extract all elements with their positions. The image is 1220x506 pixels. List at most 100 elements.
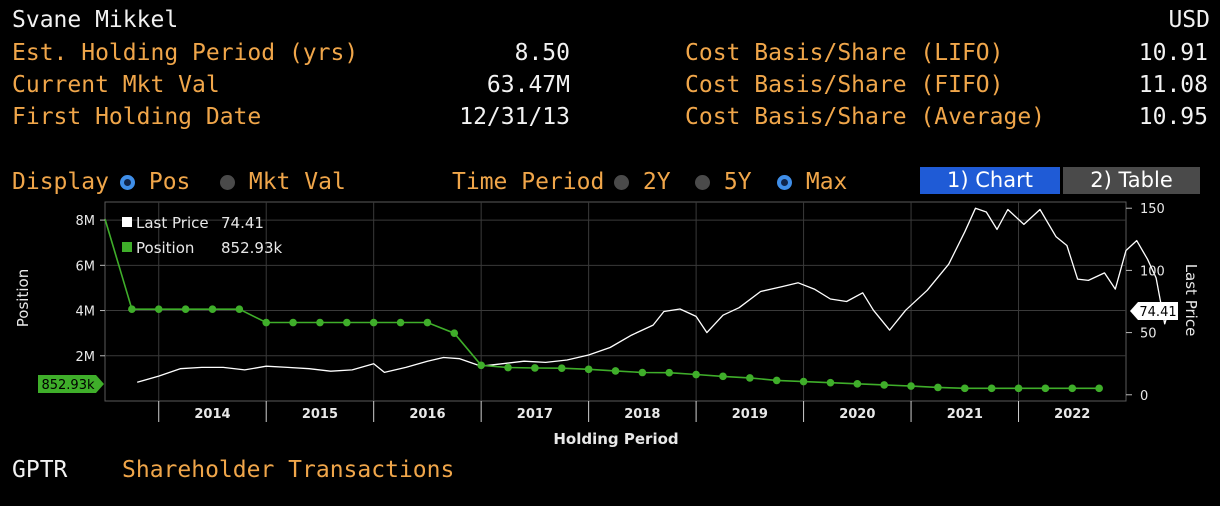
position-point (611, 367, 620, 375)
display-option-pos[interactable]: Pos (120, 169, 190, 195)
position-point (396, 318, 405, 327)
holder-name: Svane Mikkel (12, 7, 179, 33)
x-tick-label: 2018 (624, 407, 660, 422)
radio-selected-icon (120, 175, 135, 190)
position-point (262, 318, 271, 327)
position-point (557, 364, 566, 373)
position-point (477, 361, 485, 370)
position-point (746, 374, 754, 382)
current-price-tag-label: 74.41 (1139, 305, 1176, 320)
position-point (692, 370, 700, 379)
position-point (208, 305, 217, 313)
currency-label: USD (1168, 7, 1210, 33)
stat-label-lifo: Cost Basis/Share (LIFO) (685, 40, 1004, 66)
function-code: GPTR (12, 457, 68, 483)
y-right-axis-title: Last Price (1182, 264, 1200, 337)
legend-label-price: Last Price (136, 214, 209, 232)
tab-table[interactable]: 2) Table (1063, 167, 1200, 194)
stat-label-average: Cost Basis/Share (Average) (685, 104, 1046, 130)
stat-label-holding-period: Est. Holding Period (yrs) (12, 40, 359, 66)
x-tick-label: 2020 (839, 407, 875, 422)
position-point (423, 318, 432, 327)
series-line-position (104, 218, 1100, 390)
position-point (1095, 384, 1103, 393)
radio-selected-icon (777, 175, 792, 190)
x-tick-label: 2016 (409, 407, 445, 422)
position-point (799, 377, 808, 386)
position-point (719, 372, 727, 381)
stat-value-holding-period: 8.50 (514, 40, 570, 66)
x-tick-label: 2021 (947, 407, 983, 422)
position-point (1041, 384, 1050, 393)
stat-label-mkt-val: Current Mkt Val (12, 72, 220, 98)
position-point (504, 363, 512, 372)
y-left-axis-title: Position (14, 269, 32, 327)
position-point (1068, 384, 1077, 393)
stat-value-average: 10.95 (1138, 104, 1208, 130)
position-point (665, 368, 674, 377)
position-point (1014, 384, 1023, 393)
stat-value-mkt-val: 63.47M (486, 72, 570, 98)
period-option-5y[interactable]: 5Y (695, 169, 752, 195)
display-option-mkt-val[interactable]: Mkt Val (220, 169, 346, 195)
legend-value-position: 852.93k (221, 239, 282, 257)
period-option-max-label: Max (805, 169, 848, 195)
current-position-tag: 852.93k (38, 375, 104, 393)
position-price-chart: 8M 6M 4M 2M 150 100 50 0 2014 2015 2016 2017 2018 201… (14, 201, 1200, 448)
y-right-tick-label: 150 (1140, 202, 1165, 217)
series-line-last-price (137, 207, 1172, 383)
position-point (826, 378, 835, 387)
position-point (853, 380, 862, 388)
period-option-max[interactable]: Max (777, 169, 847, 195)
position-point (450, 329, 459, 337)
position-point (772, 376, 781, 385)
legend-value-price: 74.41 (221, 214, 264, 232)
position-point (154, 305, 163, 313)
display-option-pos-label: Pos (148, 169, 191, 195)
x-tick-label: 2014 (194, 407, 230, 422)
x-tick-label: 2015 (302, 407, 338, 422)
radio-unselected-icon (614, 175, 629, 190)
time-period-label: Time Period (452, 169, 605, 195)
position-point (584, 365, 593, 374)
position-point (987, 384, 996, 393)
position-point (638, 368, 647, 377)
display-label: Display (12, 169, 109, 195)
y-right-tick-label: 50 (1140, 327, 1157, 342)
y-left-tick-label: 4M (76, 305, 96, 320)
current-price-tag: 74.41 (1130, 302, 1178, 320)
stat-value-first-holding: 12/31/13 (459, 104, 570, 130)
position-point (907, 382, 915, 390)
legend-swatch-price (122, 217, 132, 227)
position-point (531, 364, 539, 372)
position-point (343, 318, 351, 327)
position-point (316, 318, 324, 327)
position-point (235, 305, 244, 313)
x-tick-label: 2022 (1054, 407, 1090, 422)
position-point (128, 305, 136, 313)
position-point (289, 318, 297, 327)
position-point (369, 318, 378, 327)
legend-label-position: Position (136, 239, 194, 257)
stat-value-lifo: 10.91 (1138, 40, 1208, 66)
function-title: Shareholder Transactions (122, 457, 455, 483)
current-position-tag-label: 852.93k (41, 378, 94, 393)
position-point (880, 381, 888, 389)
position-point (181, 305, 190, 313)
radio-unselected-icon (220, 175, 235, 190)
period-option-2y[interactable]: 2Y (614, 169, 671, 195)
period-option-5y-label: 5Y (723, 169, 752, 195)
x-tick-label: 2017 (517, 407, 553, 422)
x-axis-title: Holding Period (553, 430, 678, 448)
y-left-tick-label: 6M (76, 259, 96, 274)
position-point (934, 383, 942, 392)
x-tick-label: 2019 (732, 407, 768, 422)
tab-chart[interactable]: 1) Chart (920, 167, 1060, 194)
y-right-tick-label: 100 (1140, 264, 1165, 279)
y-right-tick-label: 0 (1140, 389, 1148, 404)
legend-swatch-position (122, 242, 132, 252)
stat-label-first-holding: First Holding Date (12, 104, 262, 130)
period-option-2y-label: 2Y (642, 169, 671, 195)
stat-value-fifo: 11.08 (1138, 72, 1208, 98)
display-option-mkt-val-label: Mkt Val (248, 169, 346, 195)
